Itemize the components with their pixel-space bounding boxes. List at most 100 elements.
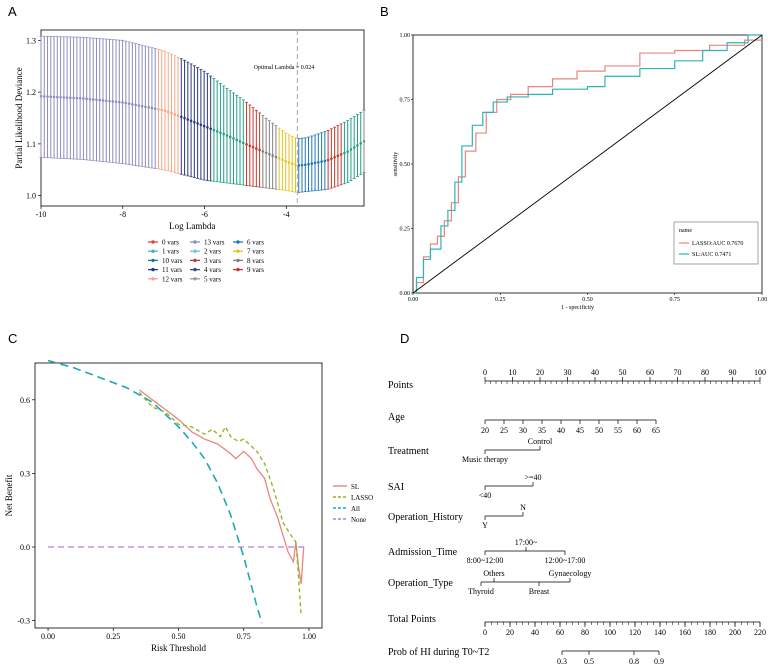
nomogram-tick-label: 20 <box>506 628 514 637</box>
mean-point <box>352 146 356 149</box>
mean-point <box>310 162 314 165</box>
nomogram-row-label: Total Points <box>388 614 436 625</box>
nomogram-tick-label: 120 <box>629 628 641 637</box>
mean-point <box>228 135 232 139</box>
mean-point <box>59 95 62 99</box>
legend-swatch-dot <box>236 240 240 244</box>
mean-point <box>179 115 183 119</box>
legend-swatch-dot <box>151 277 155 281</box>
x-tick-label: 0.50 <box>172 632 186 641</box>
mean-point <box>303 163 307 167</box>
mean-point <box>121 101 124 104</box>
mean-point <box>157 107 160 111</box>
y-tick-label: 0.0 <box>20 543 30 552</box>
legend-label: 2 vars <box>204 248 221 256</box>
nomogram-row-label: SAI <box>388 482 404 493</box>
nomogram-category-label: Others <box>483 569 504 578</box>
nomogram-tick-label: 60 <box>646 368 654 377</box>
legend-swatch-dot <box>151 249 155 253</box>
mean-point <box>255 147 258 150</box>
y-axis-label: Partial Likelihood Deviance <box>14 67 24 168</box>
mean-point <box>215 130 219 133</box>
y-tick-label: 1.0 <box>26 192 36 201</box>
x-tick-label: 0.00 <box>41 632 55 641</box>
mean-point <box>56 95 59 99</box>
nomogram-tick-label: 20 <box>481 426 489 435</box>
mean-point <box>300 163 304 167</box>
y-axis-label: sensitivity <box>393 152 399 177</box>
panel-letter-b: B <box>380 4 389 19</box>
legend-label: 3 vars <box>204 257 221 265</box>
nomogram-tick-label: 40 <box>591 368 599 377</box>
mean-point <box>313 161 317 165</box>
legend-label: 11 vars <box>162 266 182 274</box>
nomogram-category-label: 12:00~17:00 <box>545 556 586 565</box>
legend-swatch-dot <box>151 258 155 263</box>
nomogram-tick-label: 140 <box>654 628 666 637</box>
panel-letter-d: D <box>400 331 409 346</box>
legend-label: 6 vars <box>247 239 264 247</box>
legend-swatch-dot <box>236 249 240 253</box>
nomogram-category-label: >=40 <box>524 473 541 482</box>
mean-point <box>127 102 131 105</box>
nomogram-tick-label: 30 <box>519 426 527 435</box>
mean-point <box>186 118 190 121</box>
mean-point <box>294 163 297 167</box>
mean-point <box>65 96 69 99</box>
y-tick-label: 1.1 <box>26 140 36 149</box>
mean-point <box>42 95 46 98</box>
nomogram-tick-label: 100 <box>754 368 766 377</box>
nomogram-tick-label: 10 <box>509 368 517 377</box>
legend-label: LASSO:AUC 0.7670 <box>692 241 743 247</box>
x-axis-label: 1 - specificity <box>561 304 594 311</box>
mean-point <box>287 161 291 164</box>
panel-letter-c: C <box>8 331 17 346</box>
nomogram-tick-label: 70 <box>674 368 682 377</box>
mean-point <box>333 155 336 159</box>
x-axis-label: Risk Threshold <box>151 643 207 653</box>
legend-label: 4 vars <box>204 266 221 274</box>
mean-point <box>330 157 333 160</box>
nomogram-category-label: Music therapy <box>462 455 508 464</box>
legend-label: None <box>351 516 366 524</box>
legend-label: All <box>351 505 360 513</box>
nomogram-tick-label: 40 <box>531 628 539 637</box>
mean-point <box>131 102 134 106</box>
panel-d-nomogram: Points 0 10 20 30 40 50 60 70 80 90 100 Age 20 25 30 35 4… <box>388 368 766 666</box>
mean-point <box>261 150 265 153</box>
nomogram-tick-label: 50 <box>619 368 627 377</box>
nomogram-tick-label: 100 <box>604 628 616 637</box>
mean-point <box>163 109 167 113</box>
legend-label: 5 vars <box>204 275 221 283</box>
mean-point <box>274 155 278 159</box>
nomogram-tick-label: 160 <box>679 628 691 637</box>
mean-point <box>193 120 196 124</box>
decision-curve-2 <box>47 359 263 624</box>
nomogram-tick-label: 45 <box>576 426 584 435</box>
legend-swatch-dot <box>193 240 197 244</box>
nomogram-tick-label: 220 <box>754 628 766 637</box>
mean-point <box>137 104 141 107</box>
mean-point <box>297 164 301 167</box>
mean-point <box>219 131 222 135</box>
mean-point <box>245 143 248 146</box>
mean-point <box>264 151 268 155</box>
nomogram-category-label: N <box>520 503 526 512</box>
mean-point <box>362 139 366 143</box>
mean-point <box>284 159 287 163</box>
legend-label: 10 vars <box>162 257 183 265</box>
mean-point <box>209 127 212 131</box>
mean-point <box>290 162 294 165</box>
y-tick-label: 0.6 <box>20 396 30 405</box>
x-tick-label: -4 <box>283 210 290 219</box>
mean-point <box>307 162 310 166</box>
nomogram-category-label: Control <box>528 437 553 446</box>
legend-title: name <box>679 228 692 234</box>
mean-point <box>88 97 92 101</box>
mean-point <box>170 111 173 115</box>
x-tick-label: 0.00 <box>408 297 419 303</box>
mean-point <box>248 144 252 148</box>
mean-point <box>199 123 203 127</box>
nomogram-tick-label: 25 <box>500 426 508 435</box>
